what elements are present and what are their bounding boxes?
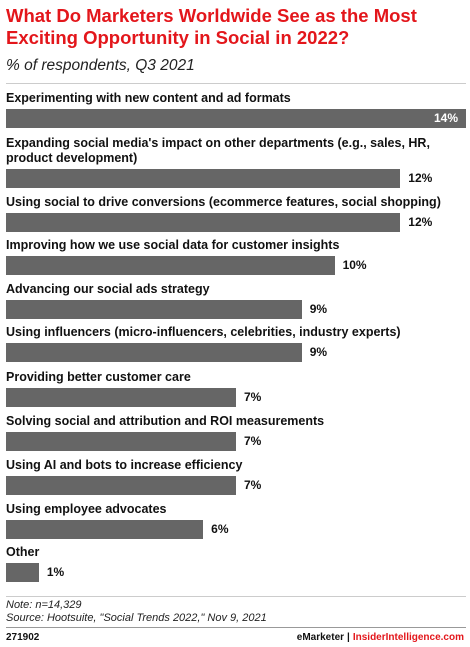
category-label: Expanding social media's impact on other… (6, 136, 430, 165)
value-label: 9% (309, 345, 328, 359)
footer-divider (6, 596, 466, 597)
chart-title: What Do Marketers Worldwide See as the M… (6, 5, 417, 48)
category-label: Using influencers (micro-influencers, ce… (6, 325, 401, 339)
bottom-divider (6, 627, 466, 628)
chart-subtitle: % of respondents, Q3 2021 (6, 57, 195, 74)
bar (6, 343, 302, 362)
chart-source: Source: Hootsuite, "Social Trends 2022,"… (6, 612, 267, 624)
bar (6, 213, 401, 232)
bar (6, 300, 302, 319)
bar (6, 432, 236, 451)
bar (6, 388, 236, 407)
bar (6, 520, 204, 539)
value-label: 1% (46, 565, 65, 579)
bar (6, 476, 236, 495)
bar (6, 563, 39, 582)
value-label: 14% (434, 111, 459, 125)
brand-separator: | (347, 632, 350, 643)
value-label: 12% (408, 215, 433, 229)
value-label: 7% (244, 390, 262, 404)
brand-insider-intelligence: InsiderIntelligence.com (352, 632, 464, 643)
category-label: Using social to drive conversions (ecomm… (6, 195, 441, 209)
category-label: Experimenting with new content and ad fo… (6, 91, 291, 105)
bar (6, 256, 335, 275)
value-label: 10% (342, 258, 367, 272)
category-label: Improving how we use social data for cus… (6, 238, 340, 252)
value-label: 9% (309, 302, 328, 316)
value-label: 12% (408, 171, 433, 185)
chart-note: Note: n=14,329 (6, 599, 82, 611)
top-divider (6, 83, 466, 84)
category-label: Using employee advocates (6, 502, 167, 516)
bar (6, 169, 401, 188)
category-label: Advancing our social ads strategy (6, 282, 210, 296)
category-label: Using AI and bots to increase efficiency (6, 458, 243, 472)
category-label: Other (6, 545, 40, 559)
category-label: Providing better customer care (6, 370, 191, 384)
bar (6, 109, 466, 128)
category-label: Solving social and attribution and ROI m… (6, 414, 325, 428)
value-label: 6% (211, 522, 229, 536)
brand-line: eMarketer | InsiderIntelligence.com (297, 632, 464, 644)
brand-emarketer: eMarketer (296, 632, 345, 643)
value-label: 7% (244, 434, 262, 448)
chart-id: 271902 (6, 632, 40, 643)
value-label: 7% (244, 478, 262, 492)
